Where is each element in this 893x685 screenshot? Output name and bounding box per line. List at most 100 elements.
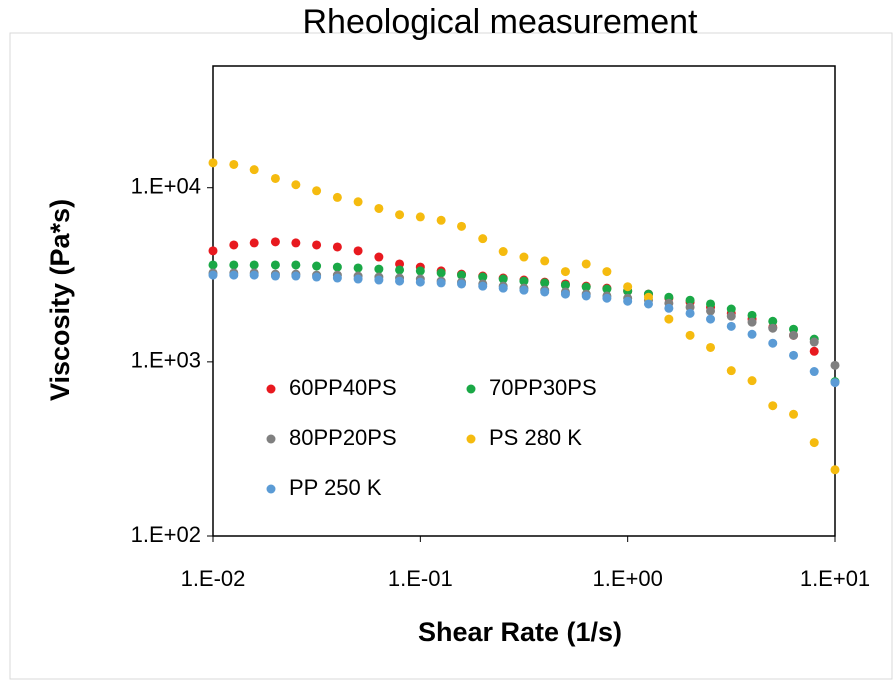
y-axis-label: Viscosity (Pa*s) xyxy=(45,199,75,401)
data-point xyxy=(353,246,363,256)
data-point xyxy=(229,270,239,280)
data-point xyxy=(540,256,550,266)
legend-marker xyxy=(466,384,476,394)
data-point xyxy=(374,275,384,285)
data-point xyxy=(602,267,612,277)
data-point xyxy=(581,259,591,269)
y-tick-label: 1.E+04 xyxy=(131,174,201,199)
data-point xyxy=(249,260,259,270)
data-point xyxy=(498,247,508,257)
legend-marker xyxy=(466,434,476,444)
data-point xyxy=(374,264,384,274)
data-point xyxy=(789,409,799,419)
data-point xyxy=(249,270,259,280)
data-point xyxy=(789,350,799,360)
data-point xyxy=(830,360,840,370)
data-point xyxy=(353,263,363,273)
data-point xyxy=(436,268,446,278)
data-point xyxy=(353,197,363,207)
data-point xyxy=(229,159,239,169)
data-point xyxy=(809,337,819,347)
data-point xyxy=(208,158,218,168)
data-point xyxy=(312,240,322,250)
data-point xyxy=(809,346,819,356)
x-tick-label: 1.E-01 xyxy=(388,566,453,591)
data-point xyxy=(332,192,342,202)
x-axis-label: Shear Rate (1/s) xyxy=(418,617,622,647)
data-point xyxy=(249,165,259,175)
data-point xyxy=(602,284,612,294)
data-point xyxy=(270,173,280,183)
data-point xyxy=(726,321,736,331)
data-point xyxy=(415,212,425,222)
data-point xyxy=(291,271,301,281)
data-point xyxy=(643,299,653,309)
data-point xyxy=(560,280,570,290)
legend-label: 80PP20PS xyxy=(289,425,397,450)
data-point xyxy=(498,283,508,293)
x-tick-label: 1.E+00 xyxy=(592,566,662,591)
data-point xyxy=(353,274,363,284)
data-point xyxy=(249,238,259,248)
data-point xyxy=(270,260,280,270)
data-point xyxy=(395,276,405,286)
data-point xyxy=(312,261,322,271)
data-point xyxy=(560,267,570,277)
data-point xyxy=(312,272,322,282)
data-point xyxy=(208,270,218,280)
data-point xyxy=(436,278,446,288)
y-tick-label: 1.E+03 xyxy=(131,348,201,373)
data-point xyxy=(436,215,446,225)
data-point xyxy=(229,240,239,250)
data-point xyxy=(498,274,508,284)
data-point xyxy=(830,465,840,475)
data-point xyxy=(395,210,405,220)
data-point xyxy=(685,330,695,340)
data-point xyxy=(581,291,591,301)
data-point xyxy=(623,296,633,306)
data-point xyxy=(809,367,819,377)
data-point xyxy=(560,289,570,299)
data-point xyxy=(685,308,695,318)
data-point xyxy=(312,186,322,196)
data-point xyxy=(664,314,674,324)
data-point xyxy=(415,277,425,287)
data-point xyxy=(643,292,653,302)
data-point xyxy=(478,234,488,244)
data-point xyxy=(332,262,342,272)
data-point xyxy=(768,338,778,348)
data-point xyxy=(706,314,716,324)
data-point xyxy=(519,252,529,262)
data-point xyxy=(623,282,633,292)
data-point xyxy=(768,401,778,411)
x-tick-label: 1.E-02 xyxy=(181,566,246,591)
data-point xyxy=(478,272,488,282)
x-tick-label: 1.E+01 xyxy=(800,566,870,591)
data-point xyxy=(291,260,301,270)
data-point xyxy=(519,285,529,295)
data-point xyxy=(747,329,757,339)
data-point xyxy=(540,287,550,297)
legend-marker xyxy=(266,484,276,494)
data-point xyxy=(664,303,674,313)
data-point xyxy=(685,295,695,305)
data-point xyxy=(768,323,778,333)
data-point xyxy=(229,260,239,270)
data-point xyxy=(415,266,425,276)
data-point xyxy=(291,180,301,190)
data-point xyxy=(540,278,550,288)
data-point xyxy=(706,299,716,309)
data-point xyxy=(374,252,384,262)
data-point xyxy=(374,203,384,213)
data-point xyxy=(478,281,488,291)
data-point xyxy=(270,271,280,281)
data-point xyxy=(747,317,757,327)
data-point xyxy=(395,265,405,275)
data-point xyxy=(706,342,716,352)
data-point xyxy=(726,304,736,314)
data-point xyxy=(291,238,301,248)
legend-label: 70PP30PS xyxy=(489,375,597,400)
legend-label: 60PP40PS xyxy=(289,375,397,400)
data-point xyxy=(270,237,280,247)
